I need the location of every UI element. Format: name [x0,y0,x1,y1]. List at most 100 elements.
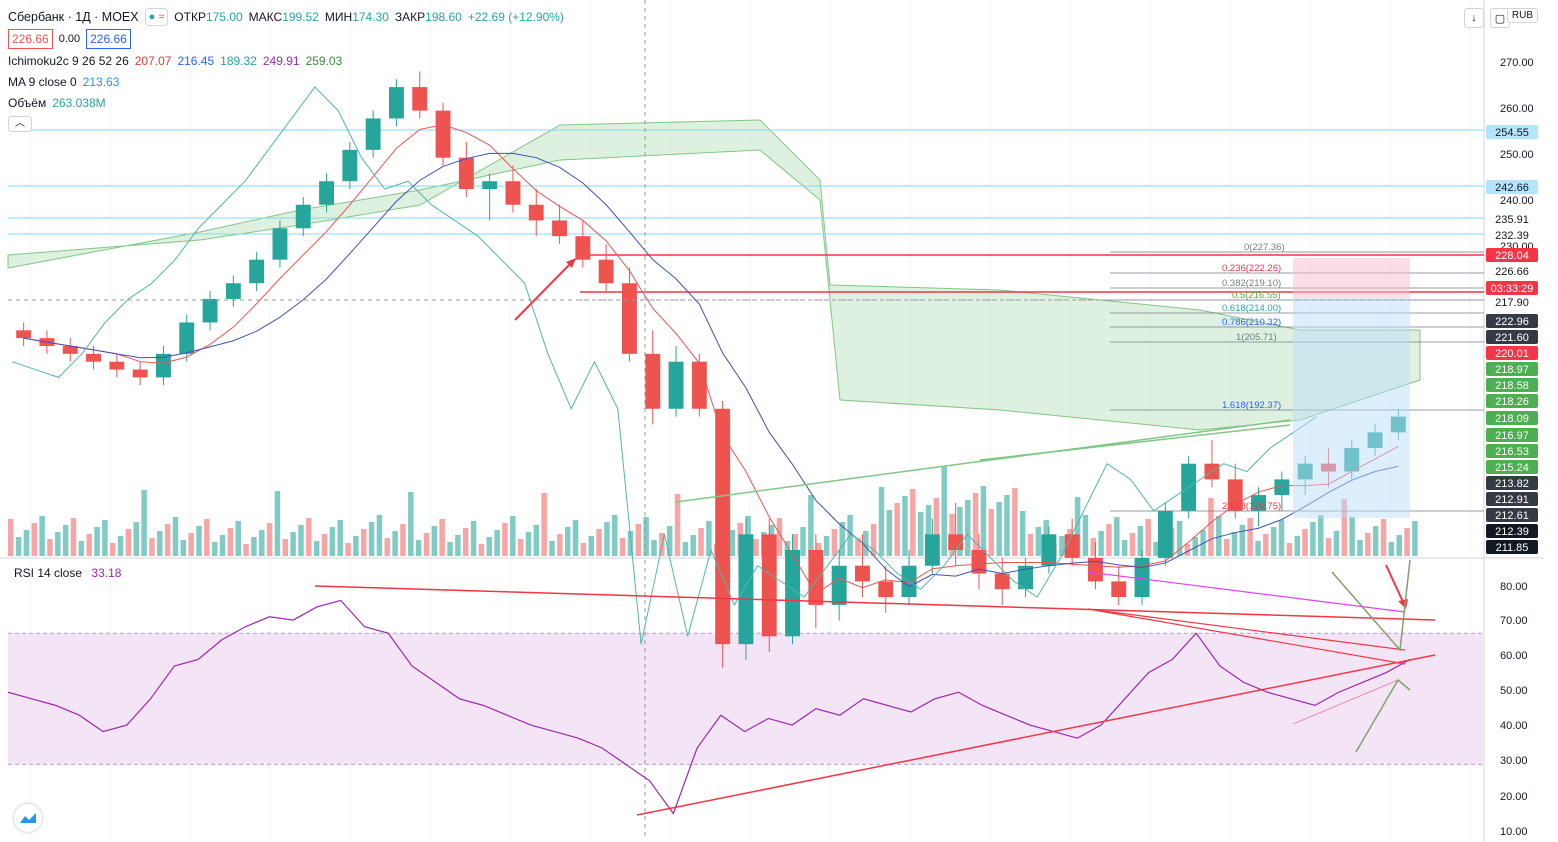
symbol-title[interactable]: Сбербанк · 1Д · MOEX [8,10,139,24]
ma-value: 213.63 [82,74,120,89]
volume-bar [886,510,893,556]
candle-body [1157,510,1173,558]
ichimoku-legend[interactable]: Ichimoku2c 9 26 52 26 207.07 216.45 189.… [8,50,564,71]
volume-bar [729,530,736,556]
volume-bar [517,539,524,556]
volume-bar [423,533,430,556]
volume-bar [572,520,579,556]
volume-bar [1019,511,1026,556]
price-label-bg [1486,378,1538,392]
collapse-legend-button[interactable]: ︿ [8,115,32,132]
price-label: 216.53 [1495,446,1529,458]
volume-bar [588,536,594,556]
volume-bar [462,528,469,556]
volume-bar [1372,526,1379,556]
ask-box[interactable]: 226.66 [86,29,131,49]
fib-level-label: 0.382(219.10) [1222,278,1281,289]
volume-bar [298,525,304,556]
volume-bar [1082,515,1089,556]
candle-body [1274,479,1290,496]
volume-bar [455,535,461,556]
kijun-line [23,152,1399,588]
move-down-button[interactable]: ↓ [1464,8,1484,28]
price-label: 212.61 [1495,510,1529,522]
volume-bar [1216,516,1222,556]
volume-bar [1302,529,1308,556]
bid-box[interactable]: 226.66 [8,29,53,49]
volume-bar [957,507,963,556]
price-label: 216.97 [1495,430,1529,442]
candle-body [924,534,940,566]
volume-bar [345,543,351,556]
volume-label: Объём [8,95,47,110]
support-trendline-2 [979,424,1291,461]
volume-bar [1090,538,1097,556]
volume-bar [321,534,328,556]
volume-bar [39,516,45,556]
volume-bar [31,523,38,556]
price-label-bg [1486,180,1538,194]
candle-body [668,361,684,409]
volume-legend[interactable]: Объём 263.038M [8,92,564,113]
tradingview-logo[interactable] [14,804,42,832]
price-label-bg [1486,264,1538,278]
volume-bar [117,536,124,556]
candle-body [691,361,707,409]
price-label: 218.26 [1495,396,1529,408]
volume-bar [541,493,547,556]
volume-bar [1333,531,1340,556]
volume-bar [1365,533,1371,556]
price-label-bg [1486,394,1538,408]
volume-bar [1012,488,1018,556]
candle-body [994,573,1010,590]
volume-bar [651,540,657,556]
volume-bar [776,518,783,556]
support-trendline [675,419,1291,503]
rsi-fan-line-2 [1355,678,1411,753]
candle-body [1018,565,1034,590]
candle-body [971,550,987,574]
volume-bar [674,494,681,556]
spread-value: 0.00 [58,33,81,45]
volume-value: 263.038M [52,95,106,110]
volume-bar [1341,499,1348,556]
volume-bar [94,527,100,556]
rsi-axis-tick: 50.00 [1500,685,1528,697]
volume-bar [941,466,947,556]
volume-bar [706,521,712,556]
ma-legend[interactable]: MA 9 close 0 213.63 [8,71,564,92]
volume-bar [1404,528,1410,556]
volume-bar [337,520,343,556]
currency-button[interactable]: RUB [1506,8,1538,23]
candle-body [831,565,847,605]
volume-bar [580,543,587,556]
rsi-legend[interactable]: RSI 14 close 33.18 [14,566,121,580]
price-label-bg [1486,314,1538,328]
open-label: ОТКР [174,10,206,24]
volume-bar [282,539,289,556]
volume-bar [306,518,312,556]
rsi-axis-tick: 30.00 [1500,755,1528,767]
volume-bar [863,531,869,556]
price-axis-tick: 260.00 [1500,103,1534,115]
rsi-axis-tick: 70.00 [1500,615,1528,627]
volume-bar [549,541,555,556]
volume-bar [1208,498,1214,556]
volume-bar [149,538,155,556]
annotation-arrow-rsi [1385,564,1405,605]
low-value: 174.30 [352,10,389,24]
volume-bar [1239,525,1246,556]
position-target-zone [1293,258,1410,298]
volume-bar [596,529,602,556]
volume-bar [988,509,995,556]
status-pill[interactable]: ● ≈ [144,8,169,26]
volume-bar [1310,522,1316,556]
volume-bar [1325,538,1332,556]
fib-level-label: 2.618(170.75) [1222,501,1281,512]
fib-level-label: 0.786(210.32) [1222,317,1281,328]
candle-body [1087,557,1103,582]
price-label: 212.39 [1495,526,1529,538]
price-axis-tick: 250.00 [1500,149,1534,161]
volume-bar [1223,539,1230,556]
